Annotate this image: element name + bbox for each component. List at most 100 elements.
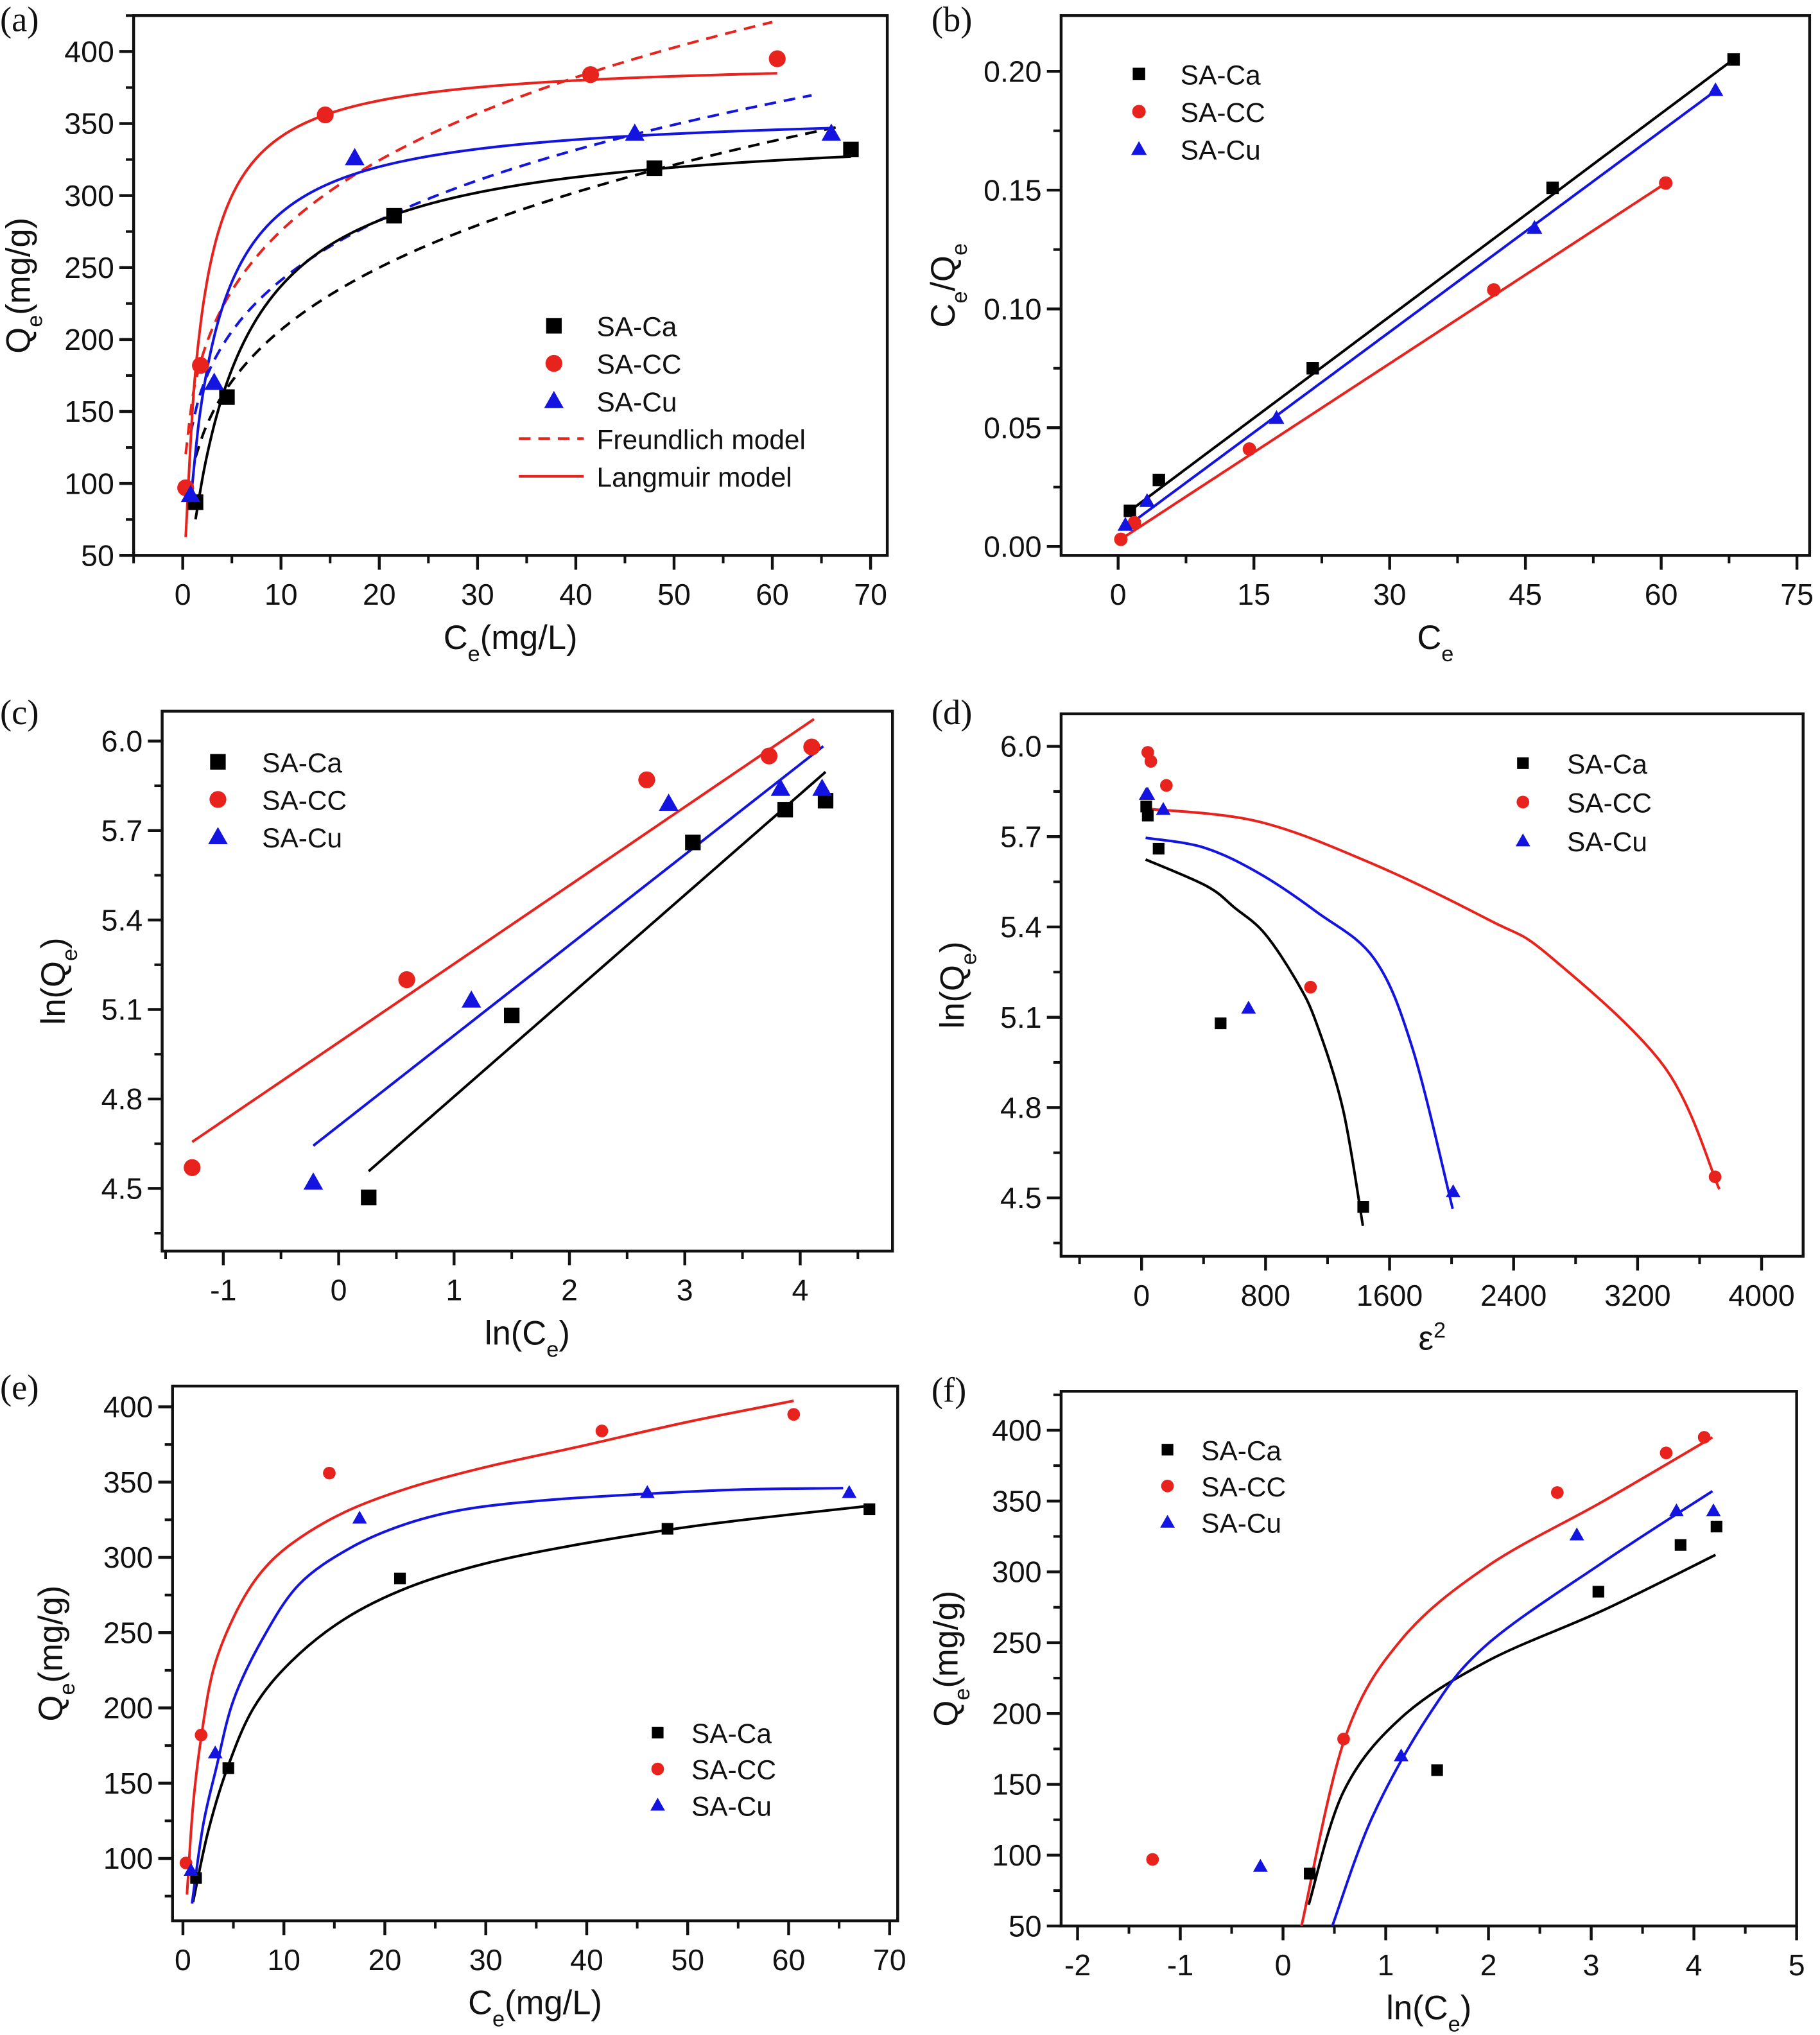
axis-label-part: ε [1419,1320,1434,1358]
data-point [582,66,600,83]
axis-label-part: e [948,243,972,255]
x-tick-label: 30 [469,1943,503,1977]
x-tick-label: 30 [1373,578,1407,611]
data-point [1123,505,1136,517]
x-tick-label: 10 [267,1943,300,1977]
data-point [1306,362,1319,375]
x-tick-label: 3 [677,1274,693,1307]
x-tick-label: 10 [264,578,298,611]
plot-frame [132,14,889,557]
data-point [685,835,701,851]
y-tick-label: 4.8 [101,1082,143,1116]
x-tick-label: 70 [854,578,887,611]
data-point [842,1485,857,1498]
x-tick-label: -1 [1167,1948,1193,1982]
d-r-fit-curve-sa-cc [1145,807,1720,1190]
data-point [646,160,663,177]
x-tick-label: 3 [1583,1948,1600,1982]
axis-label-part: e [950,1688,975,1701]
legend-label: SA-Cu [1181,135,1261,166]
data-point [345,148,365,166]
axis-label-part: e [55,1683,80,1695]
y-tick-label: 5.7 [101,814,143,847]
series-sa-cu [180,123,842,503]
series-sa-ca [361,793,834,1206]
axis-label-part: e [22,315,47,327]
data-point [361,1190,377,1206]
axis-label-part: ) [1460,1989,1471,2027]
data-point [398,971,415,989]
series-sa-cc [184,738,820,1176]
axis-label-part: C [924,304,962,328]
axis-label-part: ln(Q [933,965,971,1028]
legend-label: SA-CC [262,786,347,816]
data-point [204,372,224,390]
x-tick-label: 5 [1789,1948,1805,1982]
axis-label-part: Q [32,1695,70,1722]
data-point [1592,1586,1604,1598]
x-tick-label: 2400 [1480,1279,1547,1312]
legend-label: SA-CC [1201,1472,1286,1502]
chart-panel-e: (e) 0 10 20 30 40 50 60 70 100 150 200 250 300 350 400 C… [0,1367,906,2031]
y-tick-label: 0.15 [984,173,1041,207]
legend-label: SA-Cu [691,1791,772,1821]
y-tick-label: 350 [992,1484,1042,1518]
data-point [1659,176,1673,190]
data-point [787,1408,801,1421]
data-point [1160,779,1173,792]
data-point [625,123,645,141]
data-point [1242,442,1256,456]
data-point [659,793,679,811]
data-point [192,357,209,374]
x-tick-label: 2 [561,1274,578,1307]
legend-marker-triangle [1515,833,1530,847]
y-tick-label: 150 [103,1767,153,1800]
series-sa-cu [184,1485,857,1876]
y-tick-label: 350 [64,107,114,141]
data-point [1215,1017,1227,1030]
x-tick-label: 1600 [1356,1279,1423,1312]
legend-label: SA-Cu [262,823,342,853]
axis-label-part: e [1441,642,1453,666]
linear-fit-curve-sa-cu [1122,89,1717,531]
x-tick-label: 20 [368,1943,402,1977]
x-tick-label: 45 [1509,578,1542,611]
x-tick-label: 0 [175,1943,191,1977]
y-tick-label: 6.0 [101,725,143,758]
data-point [661,1523,673,1535]
legend-marker-triangle [1131,141,1147,155]
y-tick-label: 250 [992,1626,1042,1659]
data-point [1446,1184,1460,1197]
y-tick-label: 5.4 [101,903,143,937]
legend-marker-triangle [650,1797,665,1811]
axis-label-part: e [1448,2013,1460,2035]
data-point [1139,493,1156,507]
x-tick-label: 60 [772,1943,806,1977]
data-point [1152,842,1165,855]
panel-letter: (e) [0,1367,39,1407]
x-tick-label: 40 [570,1943,603,1977]
linear-fit-curve-sa-ca [1124,58,1735,515]
data-point [1668,1503,1684,1516]
freundlich-fit-curve-sa-cu [189,94,812,434]
legend-label: SA-CC [1181,98,1265,128]
axis-label-part: ) [933,941,971,953]
linear-fit-curve-sa-cc [1120,182,1667,541]
fit-curve-sa-ca [191,1505,867,1903]
axis-label-part: (mg/g) [0,218,37,315]
axis-label-part: e [948,291,972,304]
y-tick-label: 150 [64,395,114,428]
axis-label-part: e [546,1337,559,1362]
x-tick-label: 20 [363,578,396,611]
data-point [639,1485,655,1498]
data-point [316,106,334,124]
x-tick-label: 60 [1645,578,1678,611]
freundlich-fit-curve-sa-cc [184,21,773,455]
legend: SA-Ca SA-CC SA-Cu [1160,1435,1286,1539]
legend: SA-Ca SA-CC SA-Cu [1515,749,1652,857]
x-tick-label: 40 [559,578,593,611]
legend-label: SA-Ca [262,748,342,778]
legend-marker-square [1517,757,1529,769]
x-tick-label: 4 [792,1274,809,1307]
data-point [1727,53,1740,66]
